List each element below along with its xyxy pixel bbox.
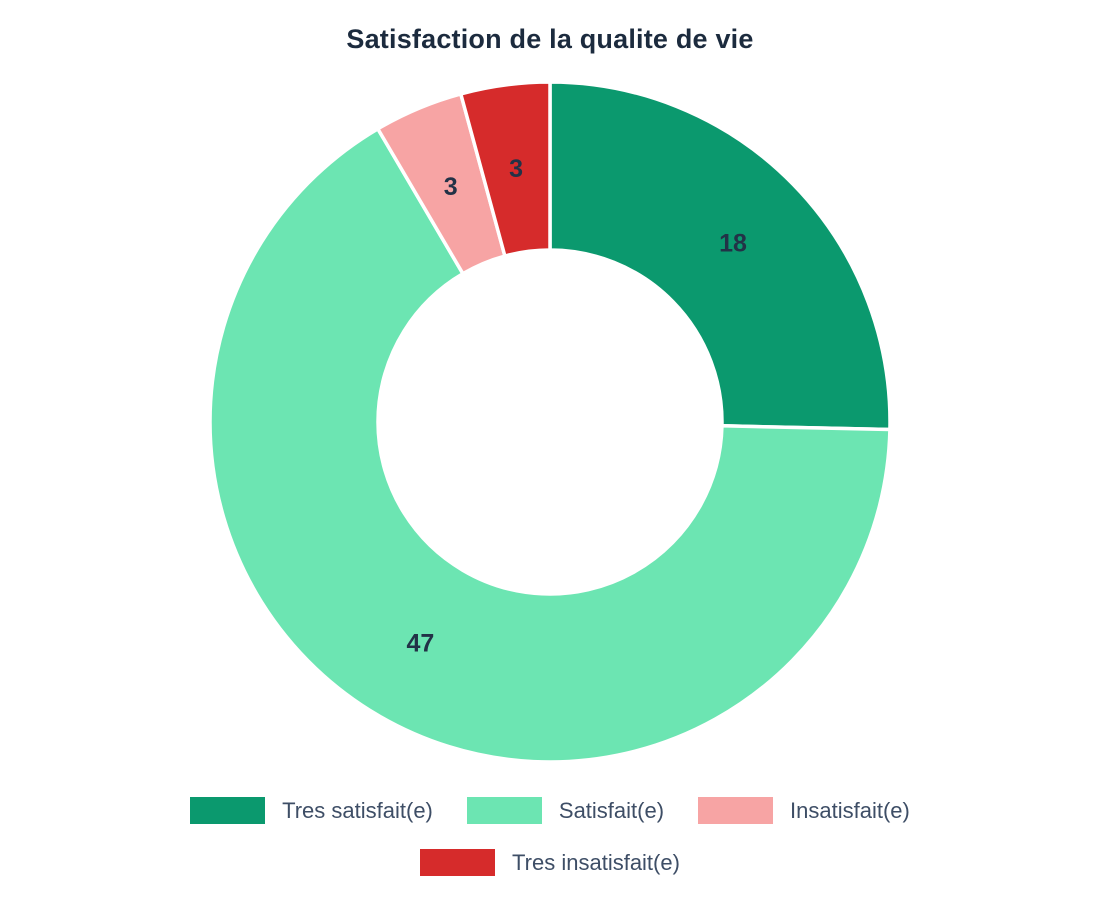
legend: Tres satisfait(e) Satisfait(e) Insatisfa… xyxy=(0,797,1100,876)
slice-value-label: 3 xyxy=(509,155,523,183)
slice-value-label: 47 xyxy=(406,630,434,658)
legend-item-satisfait[interactable]: Satisfait(e) xyxy=(466,797,665,824)
chart-title: Satisfaction de la qualite de vie xyxy=(346,24,754,54)
slice-value-label: 3 xyxy=(444,173,458,201)
legend-label: Insatisfait(e) xyxy=(790,797,910,823)
slice-value-label: 18 xyxy=(719,230,747,258)
legend-item-tres-insatisfait[interactable]: Tres insatisfait(e) xyxy=(420,849,680,876)
donut-chart: 18 47 3 3 xyxy=(208,80,892,764)
legend-item-insatisfait[interactable]: Insatisfait(e) xyxy=(698,797,910,824)
legend-swatch xyxy=(698,797,774,824)
legend-label: Tres insatisfait(e) xyxy=(512,849,680,875)
legend-row-1: Tres satisfait(e) Satisfait(e) Insatisfa… xyxy=(190,797,910,824)
legend-swatch xyxy=(466,797,542,824)
legend-swatch xyxy=(190,797,266,824)
pie-slice[interactable] xyxy=(548,80,892,432)
pie-slice[interactable] xyxy=(208,127,892,764)
legend-row-2: Tres insatisfait(e) xyxy=(420,849,680,876)
legend-item-tres-satisfait[interactable]: Tres satisfait(e) xyxy=(190,797,433,824)
legend-label: Tres satisfait(e) xyxy=(282,797,433,823)
legend-label: Satisfait(e) xyxy=(558,797,665,823)
legend-swatch xyxy=(420,849,496,876)
pie-slice[interactable] xyxy=(459,80,552,258)
